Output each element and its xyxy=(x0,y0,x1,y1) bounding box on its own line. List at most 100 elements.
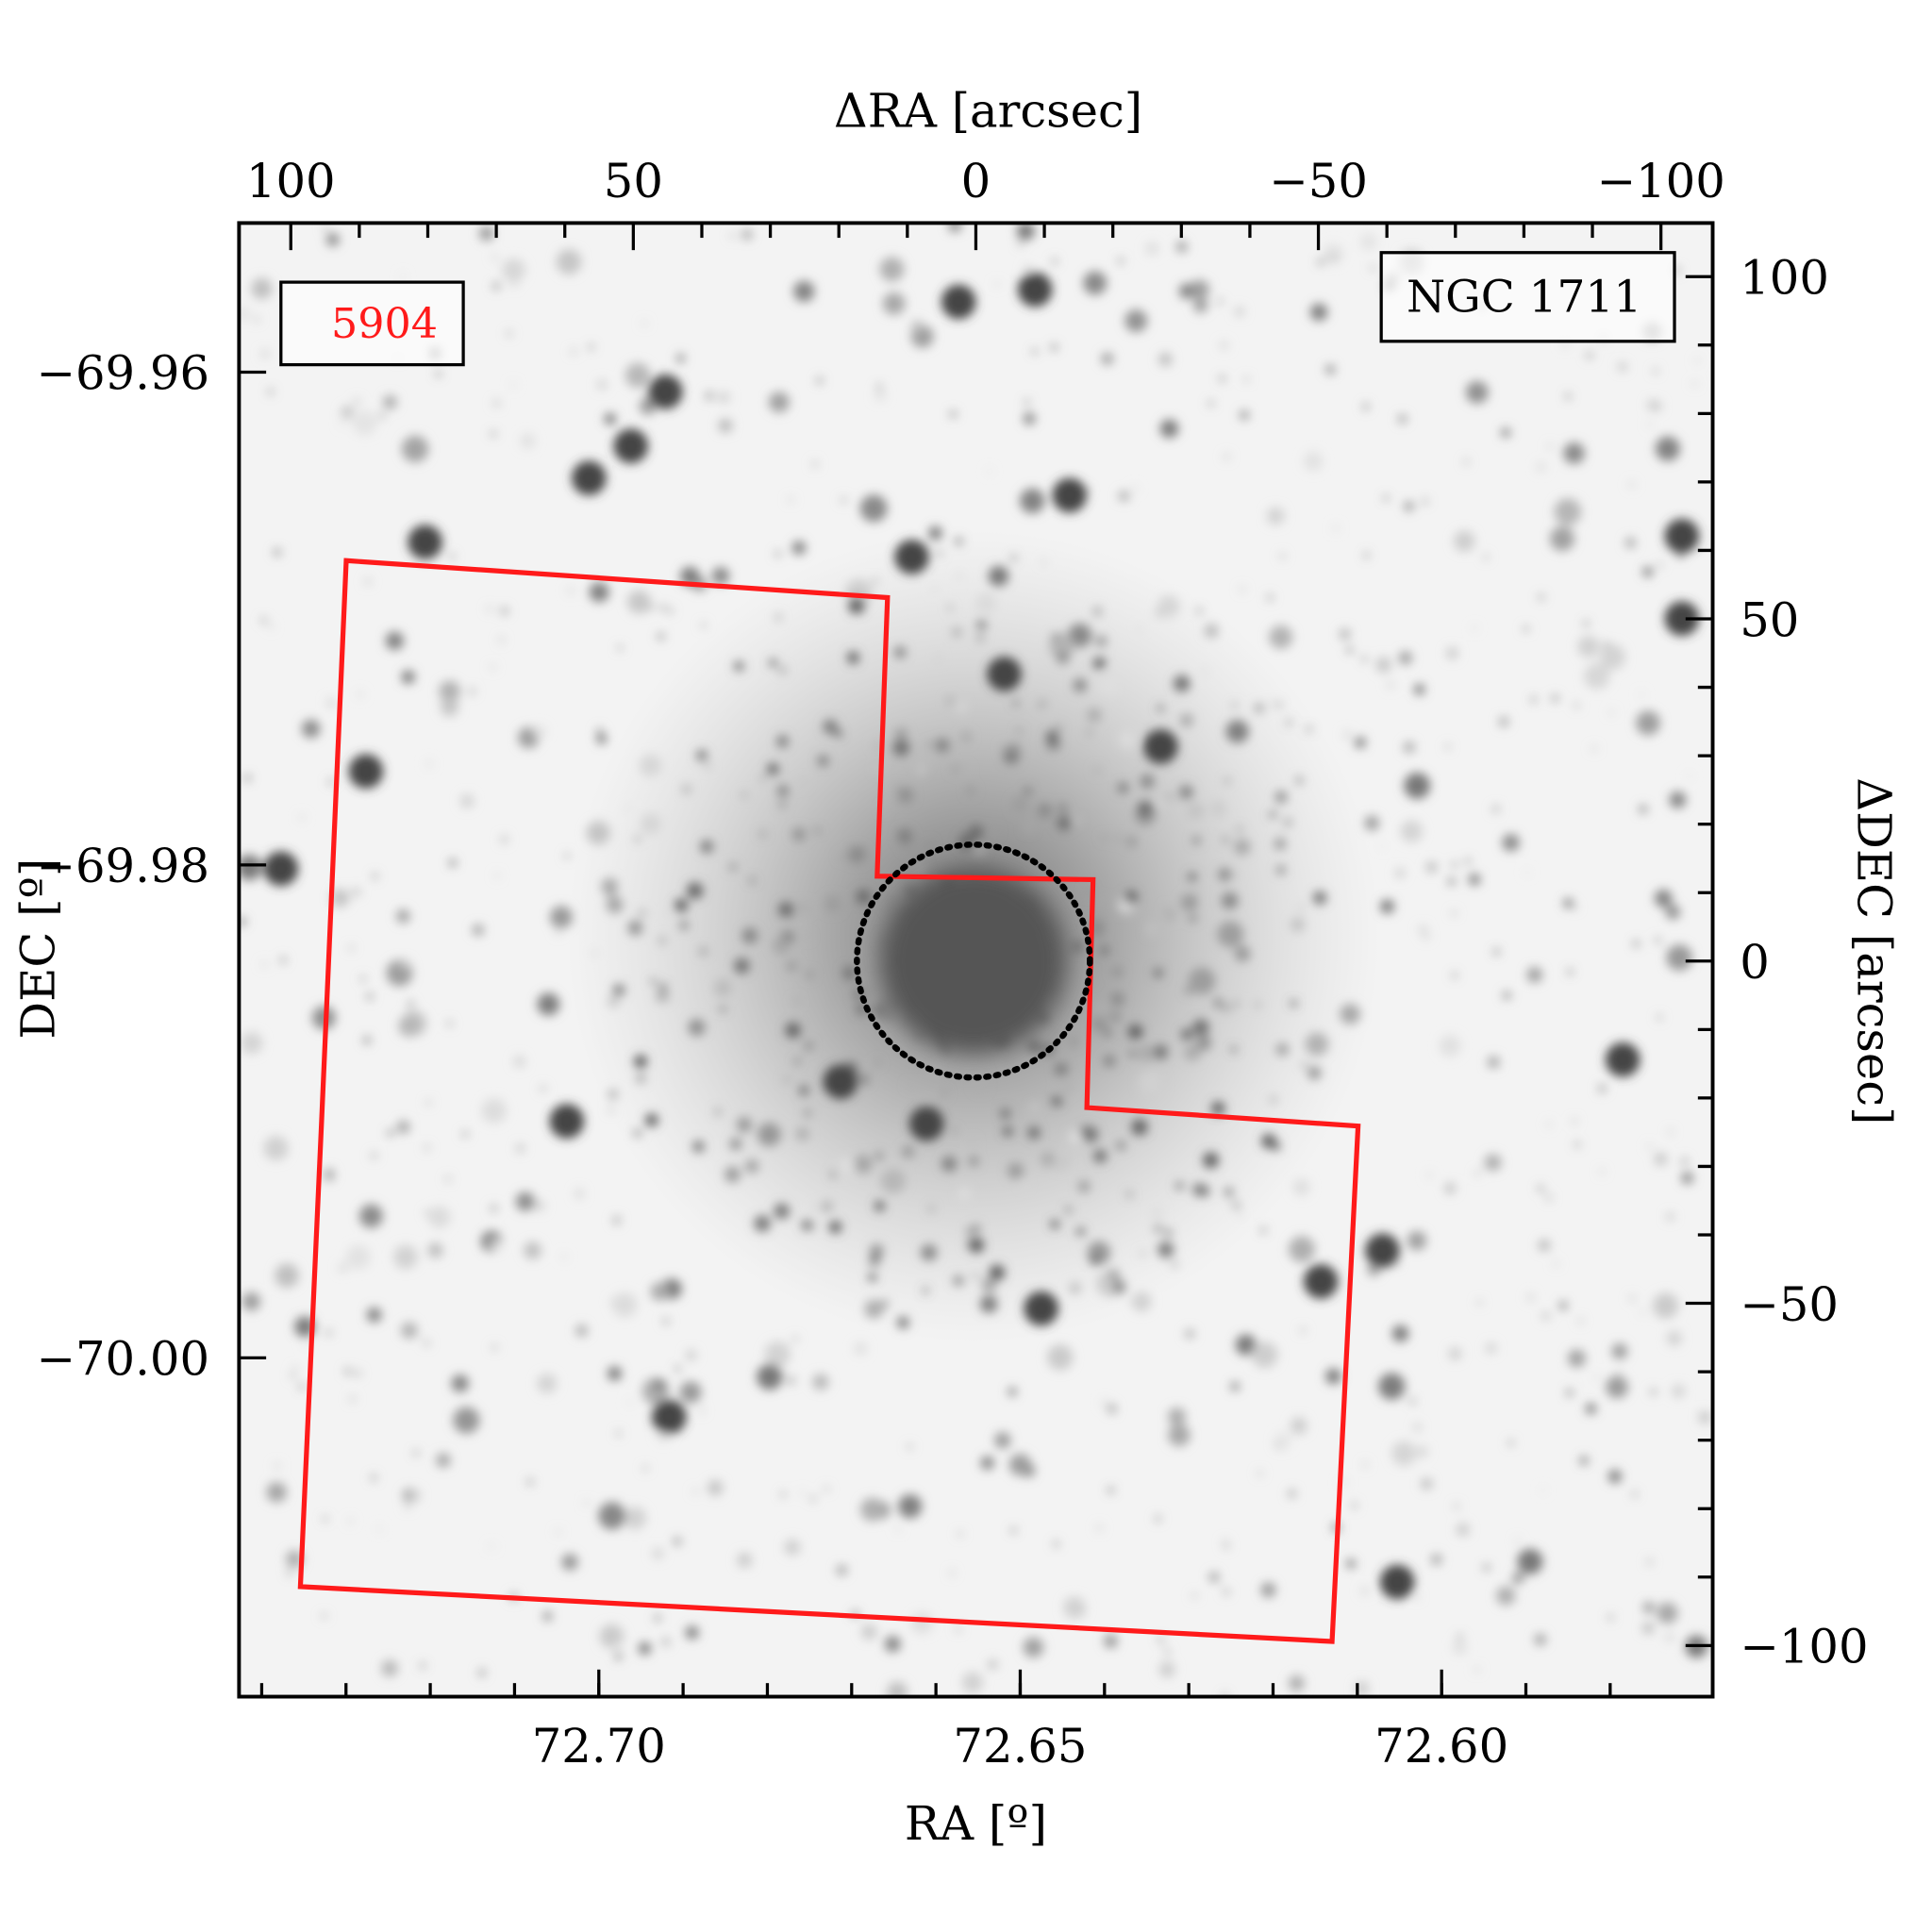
star xyxy=(1463,458,1470,465)
bright-star xyxy=(1052,477,1087,513)
star xyxy=(1538,1185,1544,1192)
star xyxy=(449,858,457,867)
star xyxy=(774,613,782,621)
star xyxy=(1524,870,1530,875)
star xyxy=(1191,1592,1197,1599)
bright-star xyxy=(1365,1233,1400,1268)
star xyxy=(625,804,633,813)
star xyxy=(911,1612,933,1634)
bright-star xyxy=(1664,518,1700,554)
star xyxy=(589,582,609,603)
star xyxy=(1116,1141,1125,1151)
star xyxy=(1175,241,1188,253)
cluster-star xyxy=(1184,1044,1201,1061)
star xyxy=(1101,352,1114,365)
star xyxy=(811,460,819,468)
star xyxy=(1538,594,1544,600)
star xyxy=(1655,436,1680,461)
cluster-star xyxy=(1153,1044,1168,1059)
star xyxy=(1222,1004,1231,1012)
cluster-star xyxy=(1274,791,1288,804)
star xyxy=(1023,412,1036,425)
star xyxy=(1563,442,1585,464)
star xyxy=(1502,834,1520,852)
cluster-star xyxy=(1073,678,1087,692)
star xyxy=(1225,720,1249,743)
star xyxy=(1444,1182,1457,1194)
cluster-star xyxy=(1041,1152,1056,1167)
star xyxy=(741,791,747,798)
star xyxy=(1243,376,1249,382)
star xyxy=(1439,1035,1461,1058)
star xyxy=(1418,924,1427,934)
star xyxy=(839,1158,856,1174)
star xyxy=(298,814,306,822)
star xyxy=(924,1092,930,1098)
star xyxy=(1223,1588,1230,1595)
star xyxy=(1457,1634,1463,1640)
star xyxy=(550,906,573,929)
star xyxy=(1240,587,1245,592)
star xyxy=(1057,1164,1063,1171)
star xyxy=(625,362,651,389)
star xyxy=(290,1374,295,1379)
star xyxy=(1650,1389,1657,1395)
star xyxy=(757,1364,783,1391)
star xyxy=(1574,703,1579,708)
star xyxy=(1636,710,1660,736)
star xyxy=(556,929,561,936)
star xyxy=(956,573,962,579)
star xyxy=(1260,1227,1267,1234)
cluster-star xyxy=(1234,839,1251,856)
right-axis-label: ΔDEC [arcsec] xyxy=(1847,777,1902,1124)
star xyxy=(1483,1564,1490,1571)
star xyxy=(1230,1381,1240,1391)
cluster-star xyxy=(794,1058,801,1065)
star xyxy=(241,1032,263,1055)
star xyxy=(608,996,620,1008)
star xyxy=(420,1663,425,1669)
star xyxy=(491,1344,498,1351)
star xyxy=(910,320,924,333)
star xyxy=(1290,1417,1307,1435)
star xyxy=(596,733,608,744)
star xyxy=(951,765,959,774)
star xyxy=(537,1374,558,1394)
star xyxy=(511,282,517,288)
star xyxy=(1446,647,1458,659)
cluster-star xyxy=(1055,724,1062,732)
star xyxy=(1531,697,1537,703)
cluster-star xyxy=(741,927,758,944)
star xyxy=(1379,843,1385,849)
star xyxy=(1404,773,1431,799)
star xyxy=(859,849,865,856)
bright-star xyxy=(648,375,683,409)
star xyxy=(1665,905,1681,920)
star xyxy=(366,1307,382,1323)
star xyxy=(303,1341,308,1347)
star xyxy=(1538,1239,1551,1252)
star xyxy=(1327,252,1340,263)
star xyxy=(479,225,494,242)
cluster-star xyxy=(941,1156,958,1172)
cluster-star xyxy=(601,877,619,895)
star xyxy=(699,1407,705,1413)
star xyxy=(424,1144,430,1151)
star xyxy=(969,1157,979,1166)
cluster-core xyxy=(880,868,1066,1054)
cluster-star xyxy=(874,1152,883,1160)
cluster-star xyxy=(1185,988,1191,994)
star xyxy=(1647,422,1653,427)
star xyxy=(1483,554,1489,560)
cluster-star xyxy=(1058,804,1067,812)
star xyxy=(764,1341,791,1368)
star xyxy=(1600,644,1625,670)
star xyxy=(1502,991,1511,1000)
star xyxy=(1069,1130,1082,1144)
star xyxy=(975,593,997,614)
cluster-star xyxy=(778,801,787,808)
star xyxy=(1646,1558,1653,1565)
star xyxy=(1624,537,1637,548)
bright-star xyxy=(1024,1291,1058,1326)
star xyxy=(1456,1523,1470,1537)
